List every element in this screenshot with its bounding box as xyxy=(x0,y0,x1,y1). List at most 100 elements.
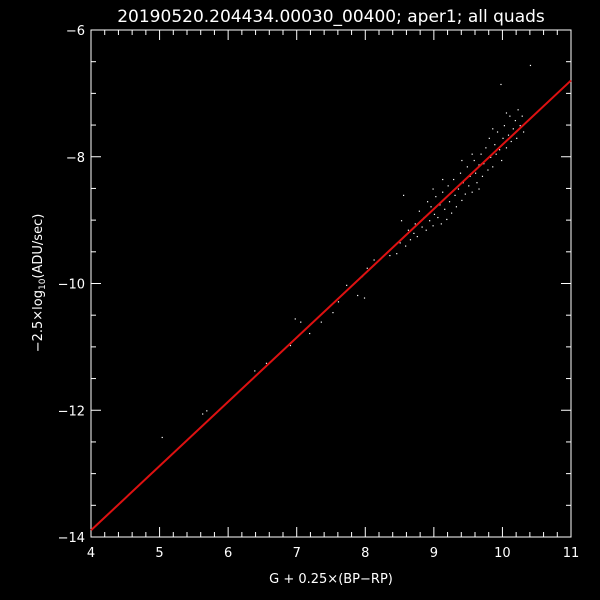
data-point xyxy=(509,115,511,117)
x-tick-label: 11 xyxy=(563,546,580,561)
y-tick-label: −10 xyxy=(58,278,85,293)
data-point xyxy=(440,223,442,225)
data-point xyxy=(453,178,455,181)
data-point xyxy=(468,185,470,187)
data-point xyxy=(451,212,453,214)
data-point xyxy=(501,159,503,162)
data-point xyxy=(502,137,504,139)
data-point xyxy=(466,166,468,168)
data-point xyxy=(433,213,436,215)
fit-line xyxy=(90,79,572,532)
y-axis-label-prefix: −2.5×log xyxy=(31,290,46,352)
data-point xyxy=(405,245,407,247)
data-point xyxy=(514,119,516,122)
data-point xyxy=(418,210,420,212)
data-point xyxy=(461,199,463,202)
data-point xyxy=(510,140,512,143)
data-point xyxy=(478,188,480,190)
data-point xyxy=(521,115,523,117)
data-point xyxy=(454,194,456,196)
data-point xyxy=(206,410,208,412)
data-point xyxy=(461,159,463,162)
data-point xyxy=(294,318,296,320)
fit-line-group xyxy=(90,79,572,532)
data-point xyxy=(427,201,429,203)
data-point xyxy=(421,226,423,228)
x-tick-label: 9 xyxy=(430,546,438,561)
data-point xyxy=(499,149,501,151)
data-point xyxy=(488,137,490,139)
data-point xyxy=(496,131,499,133)
data-point xyxy=(464,193,466,195)
data-point xyxy=(485,147,487,149)
data-point xyxy=(447,185,449,187)
data-point xyxy=(475,172,477,174)
data-point xyxy=(507,134,510,136)
y-tick-label: −6 xyxy=(66,24,85,39)
data-point xyxy=(366,267,368,269)
data-point xyxy=(490,156,492,158)
data-point xyxy=(457,188,460,190)
data-point xyxy=(446,218,448,221)
data-point xyxy=(442,191,444,193)
data-point xyxy=(161,436,163,439)
data-point xyxy=(503,125,505,127)
data-point xyxy=(437,216,439,219)
y-tick-label: −12 xyxy=(58,404,85,419)
data-point xyxy=(505,147,508,149)
data-point xyxy=(481,175,484,177)
plot-frame xyxy=(90,29,572,538)
tick-labels: 4 5 6 7 8 9 10 11 −14 −12 −10 −8 −6 xyxy=(58,24,580,561)
data-point xyxy=(309,332,311,335)
data-point xyxy=(289,344,292,347)
y-axis-label-suffix: (ADU/sec) xyxy=(31,214,46,279)
data-point xyxy=(399,242,401,244)
data-point xyxy=(480,153,482,155)
data-point xyxy=(429,220,431,222)
data-point xyxy=(416,235,418,238)
data-point xyxy=(439,204,441,206)
data-point xyxy=(471,153,473,155)
x-tick-label: 7 xyxy=(293,546,301,561)
data-point xyxy=(332,312,334,314)
y-axis-label: −2.5×log10(ADU/sec) xyxy=(31,214,48,353)
data-point xyxy=(202,413,204,415)
data-point xyxy=(476,182,478,184)
data-point xyxy=(459,172,462,174)
y-axis-label-subscript: 10 xyxy=(38,278,48,290)
data-point xyxy=(494,144,496,146)
x-axis-label: G + 0.25×(BP−RP) xyxy=(269,572,393,587)
data-point xyxy=(389,254,391,257)
x-tick-label: 4 xyxy=(87,546,95,561)
y-tick-label: −14 xyxy=(58,531,85,546)
data-point xyxy=(300,321,302,323)
data-point xyxy=(473,159,475,162)
x-tick-label: 6 xyxy=(224,546,232,561)
data-point xyxy=(442,178,444,181)
data-point xyxy=(337,301,340,303)
data-point xyxy=(523,131,525,133)
data-point xyxy=(519,125,521,127)
data-point xyxy=(500,83,502,86)
chart-title: 20190520.204434.00030_00400; aper1; all … xyxy=(117,7,545,27)
data-point xyxy=(505,112,508,114)
data-point xyxy=(430,206,432,208)
data-point xyxy=(432,225,434,227)
data-point xyxy=(373,259,375,261)
data-point xyxy=(517,109,519,111)
data-point xyxy=(346,284,348,286)
data-point xyxy=(265,362,268,364)
axis-ticks xyxy=(90,29,572,538)
data-point xyxy=(512,128,514,130)
data-point xyxy=(435,196,437,198)
data-point xyxy=(407,229,409,231)
data-point xyxy=(320,321,322,323)
x-tick-label: 8 xyxy=(361,546,369,561)
data-point xyxy=(492,166,494,168)
data-point xyxy=(432,188,434,190)
data-point xyxy=(487,169,489,171)
data-point xyxy=(471,191,473,193)
data-point xyxy=(363,297,366,299)
data-point xyxy=(455,206,457,208)
